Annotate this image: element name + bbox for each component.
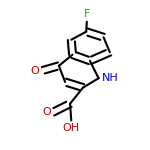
Text: F: F [84, 9, 90, 19]
Text: O: O [42, 107, 51, 117]
Text: OH: OH [63, 123, 80, 133]
Text: O: O [31, 66, 40, 76]
Text: NH: NH [102, 73, 119, 83]
